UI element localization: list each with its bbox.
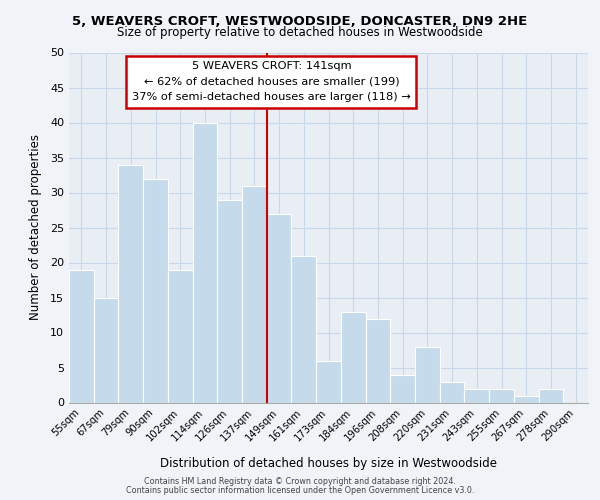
Bar <box>267 214 292 402</box>
Bar <box>539 388 563 402</box>
Text: Contains public sector information licensed under the Open Government Licence v3: Contains public sector information licen… <box>126 486 474 495</box>
Bar <box>365 318 390 402</box>
Bar <box>217 200 242 402</box>
Bar <box>168 270 193 402</box>
Bar <box>514 396 539 402</box>
Bar <box>341 312 365 402</box>
Text: 5 WEAVERS CROFT: 141sqm
← 62% of detached houses are smaller (199)
37% of semi-d: 5 WEAVERS CROFT: 141sqm ← 62% of detache… <box>132 61 411 102</box>
Text: Size of property relative to detached houses in Westwoodside: Size of property relative to detached ho… <box>117 26 483 39</box>
Bar <box>118 164 143 402</box>
Bar <box>440 382 464 402</box>
Bar <box>292 256 316 402</box>
Text: 5, WEAVERS CROFT, WESTWOODSIDE, DONCASTER, DN9 2HE: 5, WEAVERS CROFT, WESTWOODSIDE, DONCASTE… <box>73 15 527 28</box>
Text: Contains HM Land Registry data © Crown copyright and database right 2024.: Contains HM Land Registry data © Crown c… <box>144 477 456 486</box>
Bar <box>390 374 415 402</box>
Bar <box>69 270 94 402</box>
Bar <box>242 186 267 402</box>
Bar <box>415 346 440 403</box>
Bar <box>193 122 217 402</box>
Bar <box>143 178 168 402</box>
Y-axis label: Number of detached properties: Number of detached properties <box>29 134 41 320</box>
Bar <box>316 360 341 403</box>
X-axis label: Distribution of detached houses by size in Westwoodside: Distribution of detached houses by size … <box>160 457 497 470</box>
Bar <box>464 388 489 402</box>
Bar <box>94 298 118 403</box>
Bar <box>489 388 514 402</box>
